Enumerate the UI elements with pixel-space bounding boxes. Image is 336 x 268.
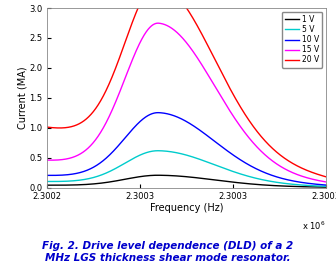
- 10 V: [93, 165, 97, 168]
- 1 V: [45, 184, 49, 187]
- 20 V: [45, 125, 49, 129]
- 15 V: [319, 179, 323, 183]
- Text: x 10$^6$: x 10$^6$: [302, 220, 326, 232]
- 5 V: [156, 149, 160, 152]
- 1 V: [324, 185, 328, 189]
- 5 V: [152, 149, 156, 152]
- 15 V: [156, 21, 160, 25]
- Legend: 1 V, 5 V, 10 V, 15 V, 20 V: 1 V, 5 V, 10 V, 15 V, 20 V: [282, 12, 322, 68]
- 20 V: [289, 161, 293, 164]
- 10 V: [319, 183, 323, 186]
- 10 V: [164, 112, 168, 115]
- Line: 15 V: 15 V: [47, 23, 326, 182]
- 5 V: [93, 175, 97, 178]
- Y-axis label: Current (MA): Current (MA): [17, 66, 28, 129]
- 15 V: [289, 170, 293, 173]
- Line: 5 V: 5 V: [47, 151, 326, 186]
- 1 V: [156, 174, 160, 177]
- 20 V: [93, 107, 97, 110]
- 20 V: [324, 175, 328, 178]
- 10 V: [45, 174, 49, 177]
- 10 V: [289, 179, 293, 182]
- 5 V: [164, 150, 168, 153]
- 1 V: [93, 182, 97, 185]
- 10 V: [152, 111, 156, 115]
- 1 V: [77, 183, 81, 187]
- Text: Fig. 2. Drive level dependence (DLD) of a 2
MHz LGS thickness shear mode resonat: Fig. 2. Drive level dependence (DLD) of …: [42, 241, 294, 263]
- 20 V: [77, 122, 81, 125]
- Line: 20 V: 20 V: [47, 0, 326, 177]
- X-axis label: Frequency (Hz): Frequency (Hz): [150, 203, 223, 213]
- 15 V: [324, 180, 328, 184]
- 5 V: [289, 183, 293, 186]
- Line: 1 V: 1 V: [47, 175, 326, 187]
- 5 V: [45, 180, 49, 183]
- 1 V: [289, 185, 293, 188]
- 5 V: [324, 185, 328, 188]
- Line: 10 V: 10 V: [47, 113, 326, 185]
- 1 V: [164, 174, 168, 177]
- 1 V: [319, 185, 323, 189]
- 5 V: [77, 179, 81, 182]
- 15 V: [45, 158, 49, 162]
- 5 V: [319, 184, 323, 188]
- 10 V: [156, 111, 160, 114]
- 15 V: [164, 24, 168, 27]
- 15 V: [77, 153, 81, 156]
- 1 V: [152, 174, 156, 177]
- 10 V: [77, 171, 81, 174]
- 15 V: [93, 138, 97, 142]
- 10 V: [324, 184, 328, 187]
- 15 V: [152, 23, 156, 26]
- 20 V: [319, 174, 323, 177]
